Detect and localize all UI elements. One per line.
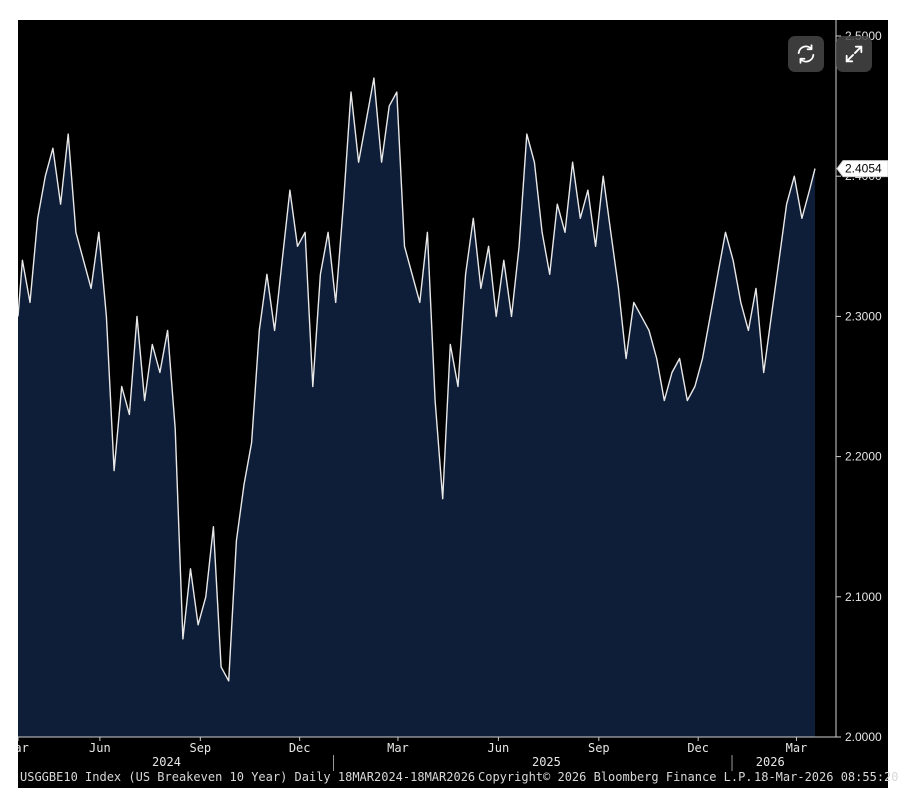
x-tick-label: Jun <box>488 741 510 755</box>
x-tick-label: Mar <box>387 741 409 755</box>
axis-layer <box>18 20 837 738</box>
x-axis: Mar Jun Sep Dec Mar Jun Sep Dec Mar 2024 2025 2026 <box>18 737 807 771</box>
last-value-layer: 2.4054 <box>836 160 888 178</box>
footer-copyright: Copyright© 2026 Bloomberg Finance L.P. <box>478 770 753 784</box>
expand-button[interactable] <box>836 36 872 72</box>
series-area <box>18 78 815 738</box>
expand-icon <box>845 45 863 63</box>
y-tick-label: 2.1000 <box>845 590 882 604</box>
series-line <box>18 77 816 682</box>
y-tick-label: 2.0000 <box>845 730 882 744</box>
footer-timestamp: 18-Mar-2026 08:55:20 <box>754 770 899 784</box>
last-value-label: 2.4054 <box>845 162 882 176</box>
x-year-label: 2025 <box>532 755 561 769</box>
x-tick-label: Mar <box>18 741 29 755</box>
last-value-badge <box>836 160 888 178</box>
refresh-icon <box>797 44 815 64</box>
y-tick-label: 2.2000 <box>845 450 882 464</box>
x-year-label: 2024 <box>152 755 181 769</box>
x-tick-label: Sep <box>588 741 610 755</box>
x-tick-label: Jun <box>89 741 111 755</box>
refresh-button[interactable] <box>788 36 824 72</box>
x-tick-label: Dec <box>289 741 311 755</box>
area-layer <box>18 77 816 738</box>
footer-index-description: USGGBE10 Index (US Breakeven 10 Year) Da… <box>20 770 476 784</box>
x-year-label: 2026 <box>756 755 785 769</box>
y-tick-label: 2.3000 <box>845 309 882 323</box>
x-tick-label: Sep <box>189 741 211 755</box>
chart-footer: USGGBE10 Index (US Breakeven 10 Year) Da… <box>18 770 899 788</box>
x-tick-label: Dec <box>687 741 709 755</box>
x-tick-label: Mar <box>786 741 808 755</box>
